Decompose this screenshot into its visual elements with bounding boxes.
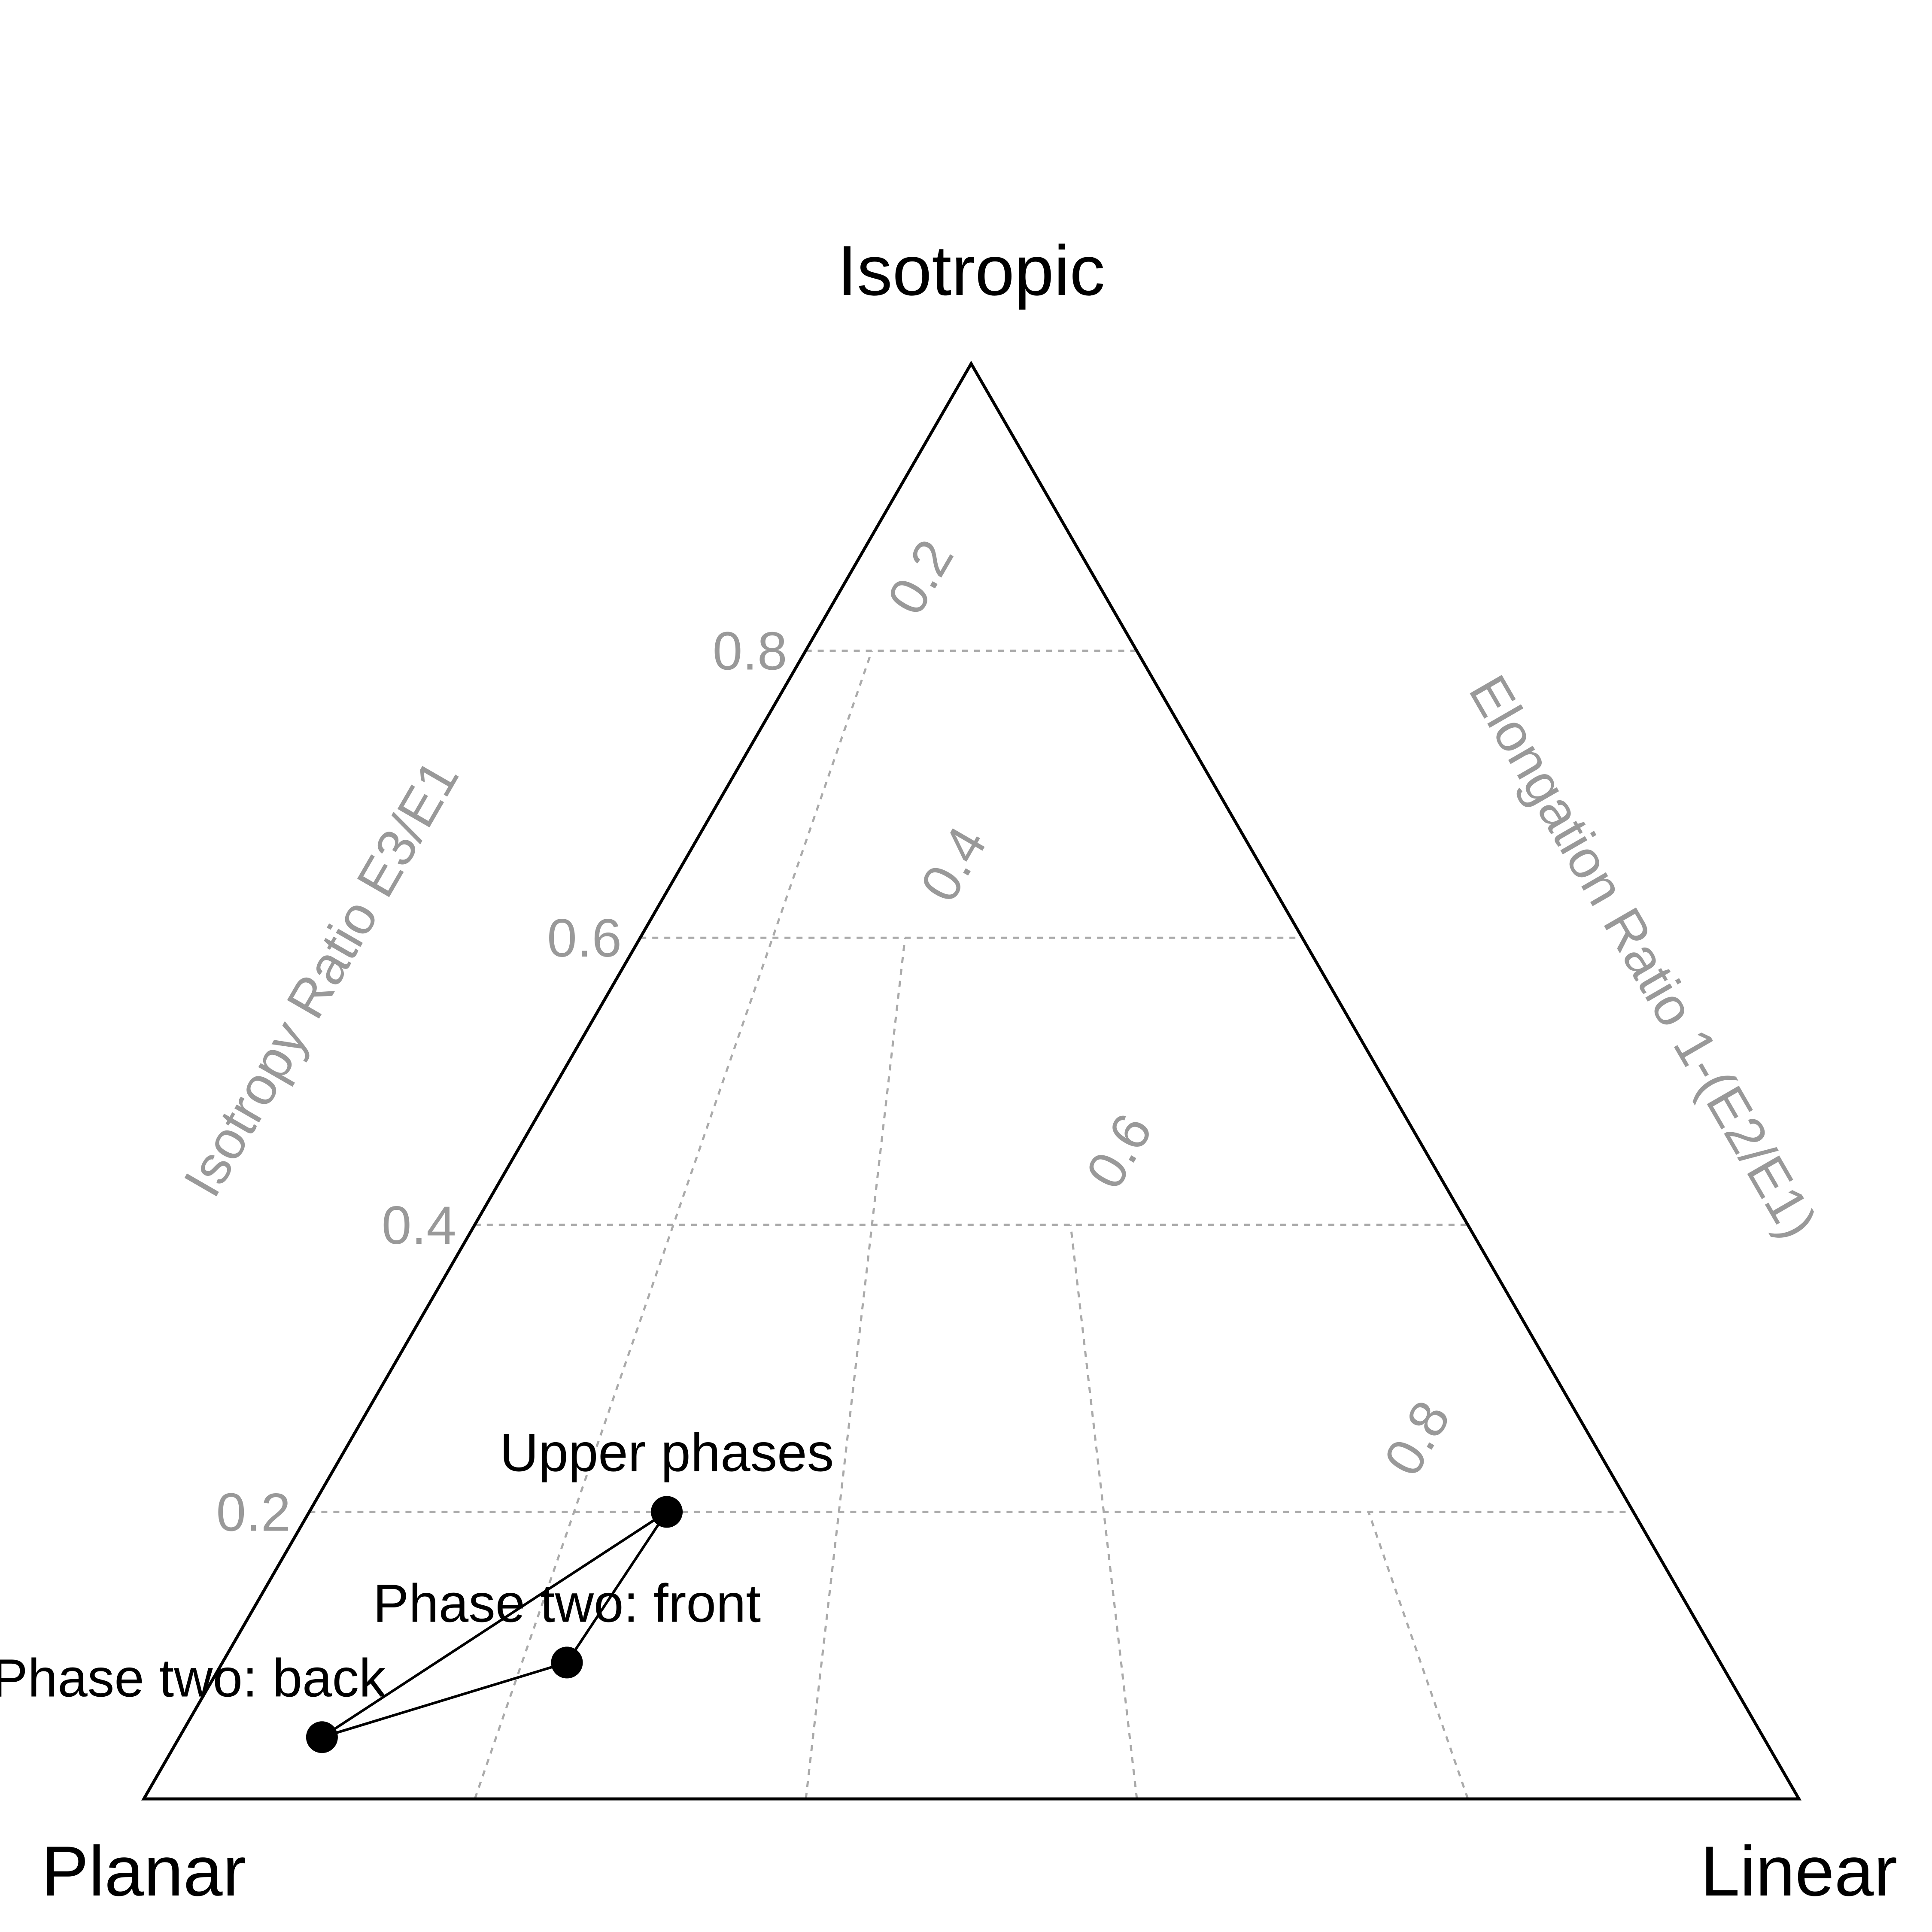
data-series: Upper phases Phase two: front Phase two: b… [0,1423,834,1753]
data-point [651,1496,683,1528]
vertex-label-top: Isotropic [837,231,1105,310]
data-point-label: Phase two: back [0,1648,386,1708]
tick-label-isotropy: 0.6 [547,908,622,968]
tick-label-isotropy: 0.4 [382,1196,456,1255]
data-point-label: Phase two: front [373,1574,761,1633]
tick-label-elongation: 0.8 [1373,1391,1461,1485]
series-outline [321,1510,668,1739]
vertex-label-left: Planar [42,1832,246,1911]
data-point [306,1721,338,1753]
grid-line-elongation [474,650,873,1799]
data-point-label: Upper phases [500,1423,834,1482]
right-axis-title: Elongation Ratio 1-(E2/E1) [1458,665,1829,1248]
tick-label-isotropy: 0.2 [216,1482,291,1542]
tick-label-elongation: 0.6 [1075,1104,1163,1199]
tick-label-isotropy: 0.8 [713,622,787,681]
tick-label-elongation: 0.4 [909,817,998,911]
data-point [551,1646,583,1679]
vertex-label-right: Linear [1701,1832,1898,1911]
grid-line-elongation [1069,1224,1138,1799]
ternary-frame [141,360,1802,1801]
tick-label-elongation: 0.2 [876,530,965,624]
grid-lines [309,650,1634,1799]
grid-line-elongation [805,937,906,1799]
grid-line-elongation [1367,1511,1469,1799]
left-axis-title: Isotropy Ratio E3/E1 [172,750,470,1206]
tick-labels: 0.2 0.4 0.6 0.8 0.2 0.4 0.6 0.8 [216,530,1462,1542]
